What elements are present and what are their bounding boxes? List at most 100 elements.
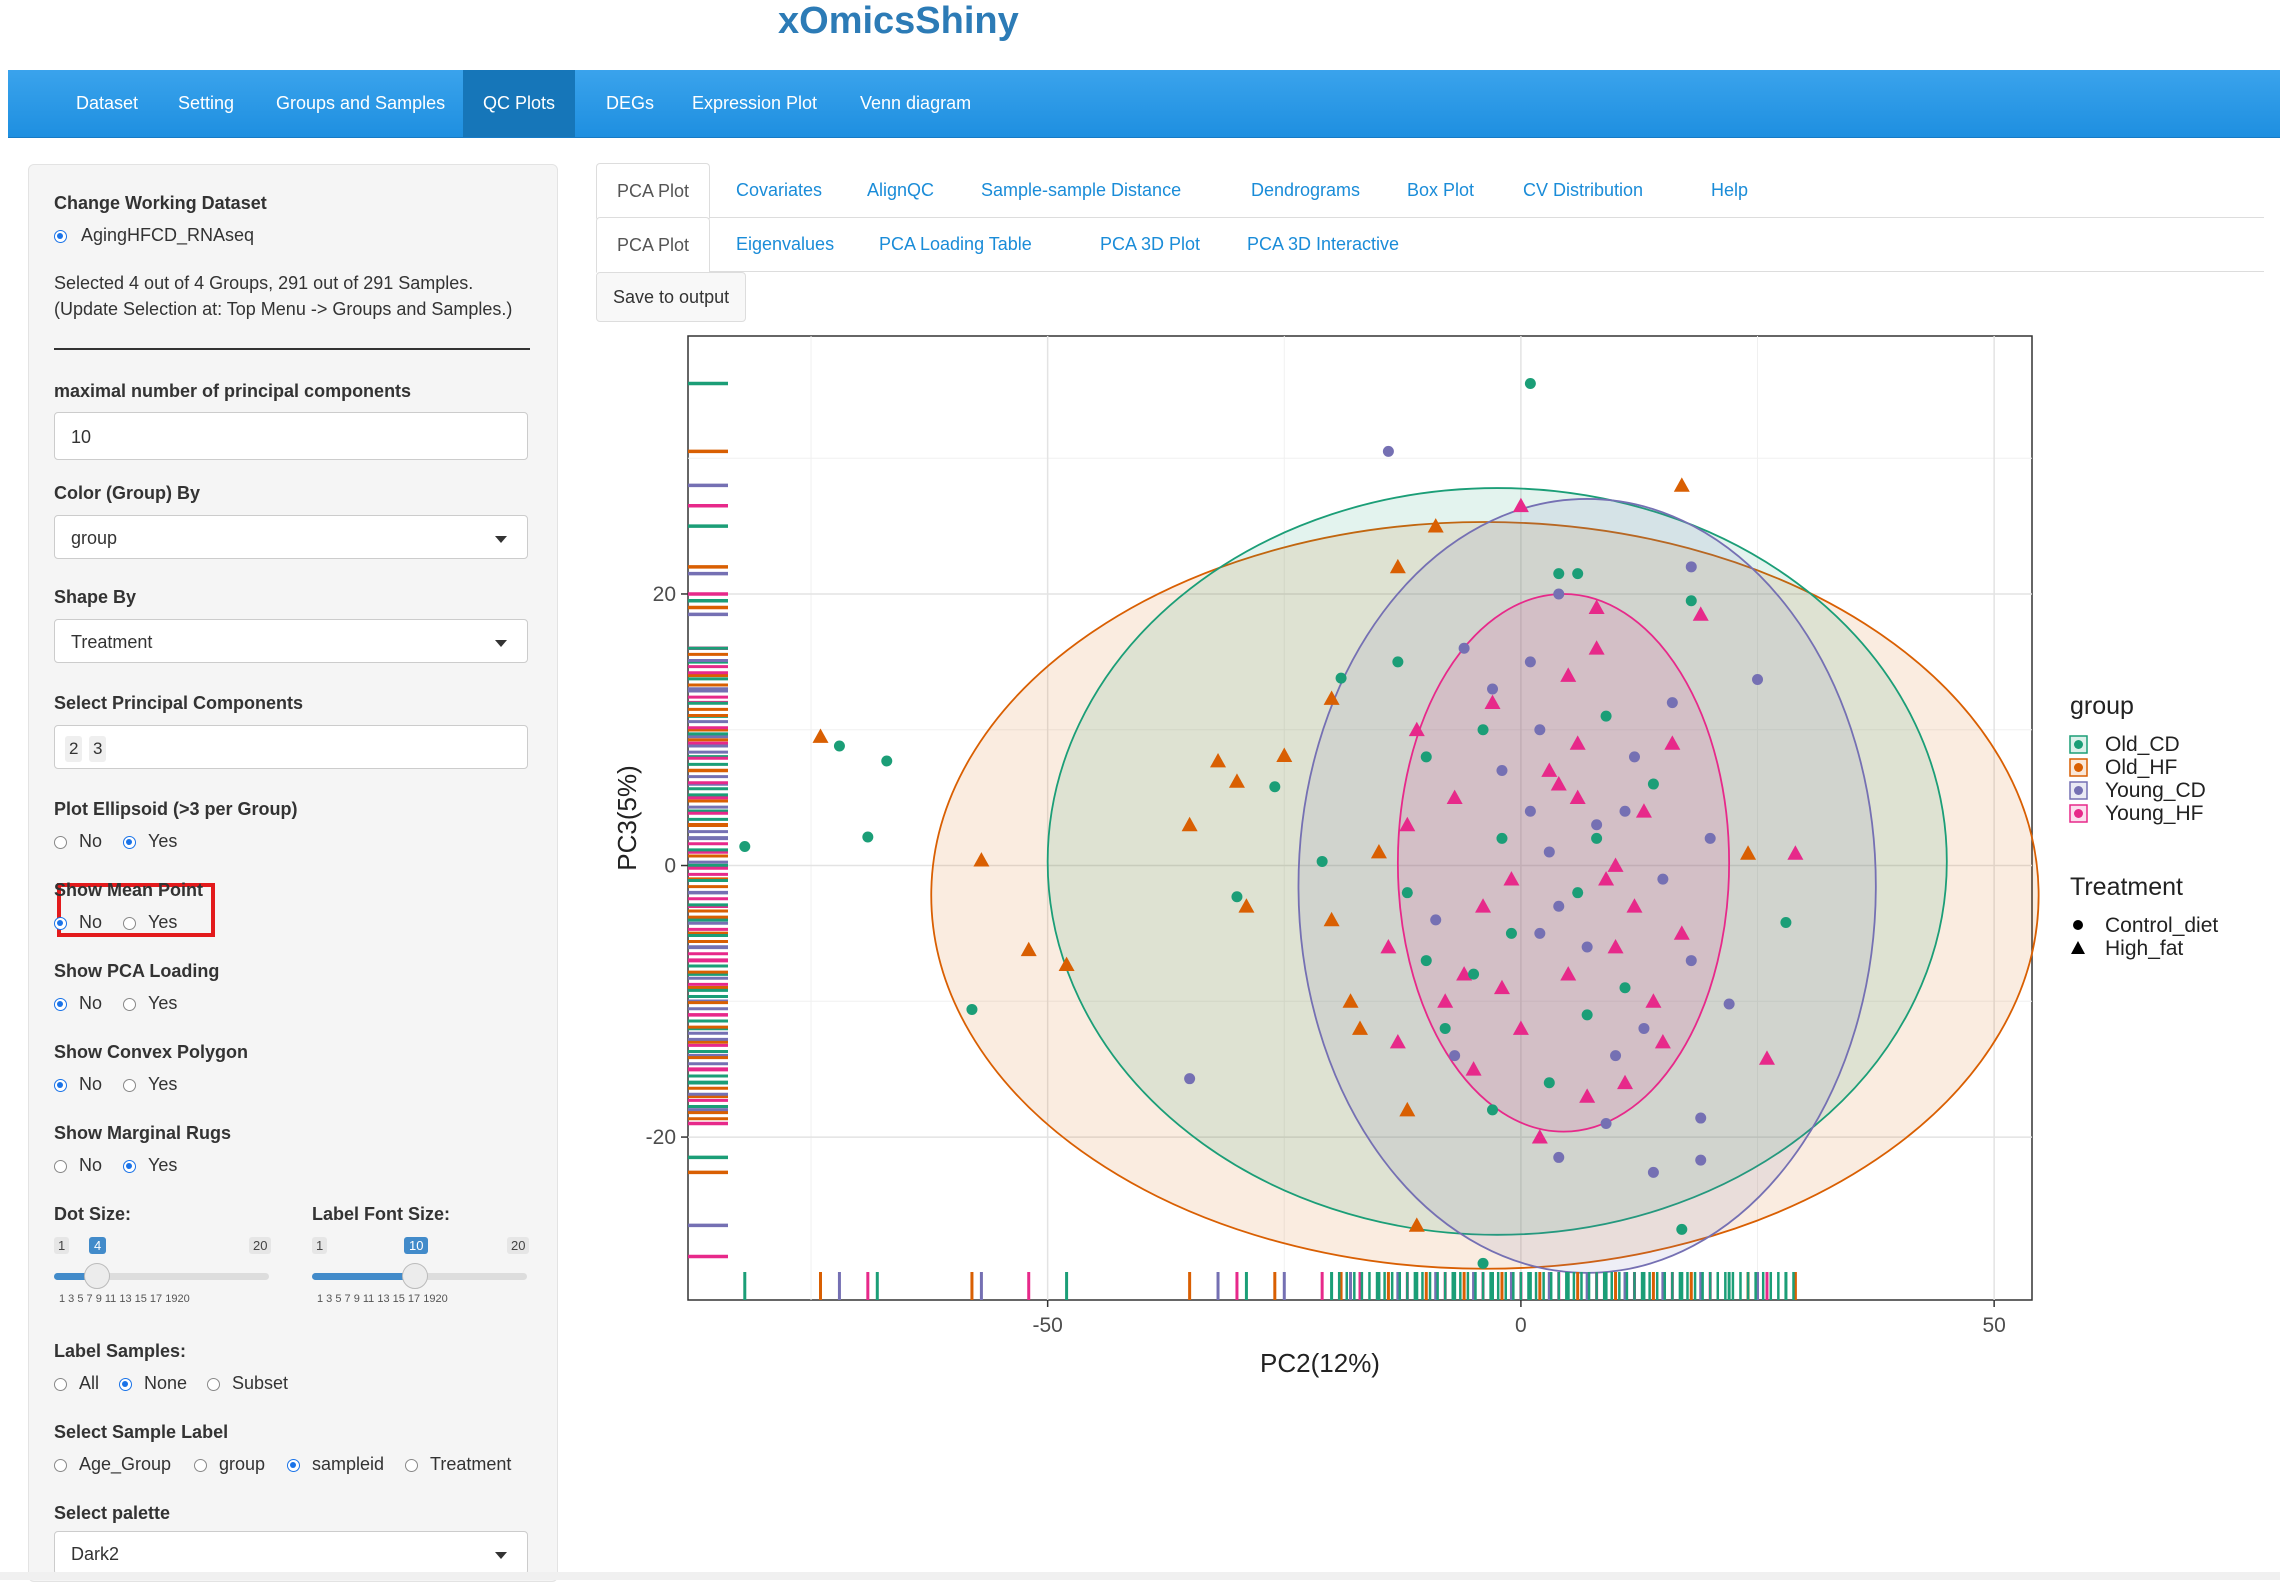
tab-covariates[interactable]: Covariates <box>736 180 823 200</box>
loading-yes-radio[interactable] <box>123 998 136 1011</box>
sample-label-treatment-radio[interactable] <box>405 1459 418 1472</box>
legend-item: High_fat <box>2105 937 2183 960</box>
nav-groups-and-samples[interactable]: Groups and Samples <box>276 93 446 113</box>
color-by-select[interactable]: group <box>54 515 528 559</box>
nav-venn-diagram[interactable]: Venn diagram <box>860 93 972 113</box>
subtab-eigenvalues[interactable]: Eigenvalues <box>736 234 835 254</box>
tab-dendrograms[interactable]: Dendrograms <box>1251 180 1361 200</box>
legend-item: Old_CD <box>2105 733 2180 756</box>
data-point-circle <box>1619 805 1631 817</box>
data-point-circle <box>1524 378 1536 390</box>
nav-expression-plot[interactable]: Expression Plot <box>692 93 818 113</box>
data-point-circle <box>1685 595 1697 607</box>
subtab-pca-plot[interactable]: PCA Plot <box>596 217 711 273</box>
convex-no-radio[interactable] <box>54 1079 67 1092</box>
pc-chip[interactable]: 2 <box>65 736 83 762</box>
ellipse-no-label: No <box>79 831 103 851</box>
tab-help[interactable]: Help <box>1711 180 1749 200</box>
legend-item: Control_diet <box>2105 914 2218 937</box>
subtab-pca-loading-table[interactable]: PCA Loading Table <box>879 234 1032 254</box>
tab-sample-distance[interactable]: Sample-sample Distance <box>981 180 1182 200</box>
slider-min: 1 <box>312 1237 328 1254</box>
sample-label-group-radio[interactable] <box>194 1459 207 1472</box>
data-point-triangle <box>812 728 829 743</box>
mean-point-label: Show Mean Point <box>54 880 204 900</box>
loading-yes-label: Yes <box>148 993 178 1013</box>
loading-no-radio[interactable] <box>54 998 67 1011</box>
slider-min: 1 <box>54 1237 70 1254</box>
convex-no-label: No <box>79 1074 103 1094</box>
data-point-triangle <box>1579 1088 1596 1103</box>
nav-degs[interactable]: DEGs <box>606 93 655 113</box>
data-point-circle <box>1477 1257 1489 1269</box>
pc-chip[interactable]: 3 <box>89 736 107 762</box>
subtab-pca-3d-plot[interactable]: PCA 3D Plot <box>1100 234 1201 254</box>
label-all-radio[interactable] <box>54 1378 67 1391</box>
nav-setting[interactable]: Setting <box>178 93 235 113</box>
slider-fill <box>312 1273 414 1280</box>
nav-qc-plots[interactable]: QC Plots <box>463 70 576 137</box>
marginal-rugs-label: Show Marginal Rugs <box>54 1123 232 1143</box>
label-none-radio[interactable] <box>119 1378 132 1391</box>
slider-track[interactable] <box>54 1273 269 1280</box>
convex-yes-radio[interactable] <box>123 1079 136 1092</box>
data-point-circle <box>1269 781 1281 793</box>
tab-box-plot[interactable]: Box Plot <box>1407 180 1475 200</box>
data-point-triangle <box>1493 979 1510 995</box>
data-point-circle <box>1591 819 1603 831</box>
select-pc-input[interactable]: 2 3 <box>54 725 528 769</box>
data-point-circle <box>1430 914 1442 926</box>
data-point-circle <box>1553 588 1565 600</box>
max-pc-input[interactable]: 10 <box>54 412 528 460</box>
data-point-triangle <box>1588 640 1605 655</box>
data-point-triangle <box>1427 518 1444 533</box>
mean-yes-radio[interactable] <box>123 917 136 930</box>
data-point-circle <box>1581 1009 1593 1021</box>
tab-pca-plot[interactable]: PCA Plot <box>596 163 711 219</box>
data-point-triangle <box>1210 752 1227 768</box>
data-point-circle <box>1534 724 1546 736</box>
sample-label-age-radio[interactable] <box>54 1459 67 1472</box>
slider-fill <box>54 1273 88 1280</box>
palette-label: Select palette <box>54 1503 171 1523</box>
data-point-circle <box>1505 927 1517 939</box>
slider-handle[interactable] <box>402 1263 428 1289</box>
data-point-triangle <box>1399 816 1416 832</box>
rugs-no-radio[interactable] <box>54 1160 67 1173</box>
data-point-triangle <box>1408 1217 1425 1232</box>
chevron-down-icon <box>495 640 507 647</box>
legend-title-group: group <box>2070 692 2134 720</box>
label-subset-text: Subset <box>232 1373 289 1393</box>
data-point-circle <box>1657 873 1669 885</box>
data-point-circle <box>1449 1050 1461 1062</box>
data-point-circle <box>1581 941 1593 953</box>
dataset-radio[interactable] <box>54 230 67 243</box>
shape-by-select[interactable]: Treatment <box>54 619 528 663</box>
data-point-triangle <box>1437 993 1454 1008</box>
nav-dataset[interactable]: Dataset <box>76 93 139 113</box>
label-subset-radio[interactable] <box>207 1378 220 1391</box>
palette-select[interactable]: Dark2 <box>54 1531 528 1575</box>
save-to-output-button[interactable]: Save to output <box>596 272 747 322</box>
slider-handle[interactable] <box>84 1263 110 1289</box>
rugs-yes-radio[interactable] <box>123 1160 136 1173</box>
ellipse-no-radio[interactable] <box>54 836 67 849</box>
bottom-scrollbar[interactable] <box>0 1572 2280 1580</box>
slider-max: 20 <box>507 1237 530 1254</box>
tab-alignqc[interactable]: AlignQC <box>867 180 935 200</box>
ellipse-yes-radio[interactable] <box>123 836 136 849</box>
data-point-circle <box>1638 1022 1650 1034</box>
color-by-label: Color (Group) By <box>54 483 200 503</box>
legend-key-triangle <box>2071 941 2085 954</box>
data-point-triangle <box>1598 871 1615 886</box>
data-point-circle <box>1591 832 1603 844</box>
data-point-triangle <box>1399 1101 1416 1117</box>
y-tick-label: 0 <box>664 855 676 878</box>
subtab-pca-3d-interactive[interactable]: PCA 3D Interactive <box>1247 234 1400 254</box>
slider-ticks: 1 3 5 7 9 11 13 15 17 1920 <box>317 1293 448 1305</box>
data-point-circle <box>1676 1223 1688 1235</box>
tab-cv-distribution[interactable]: CV Distribution <box>1523 180 1644 200</box>
sample-label-sampleid-radio[interactable] <box>287 1459 300 1472</box>
mean-no-radio[interactable] <box>54 917 67 930</box>
